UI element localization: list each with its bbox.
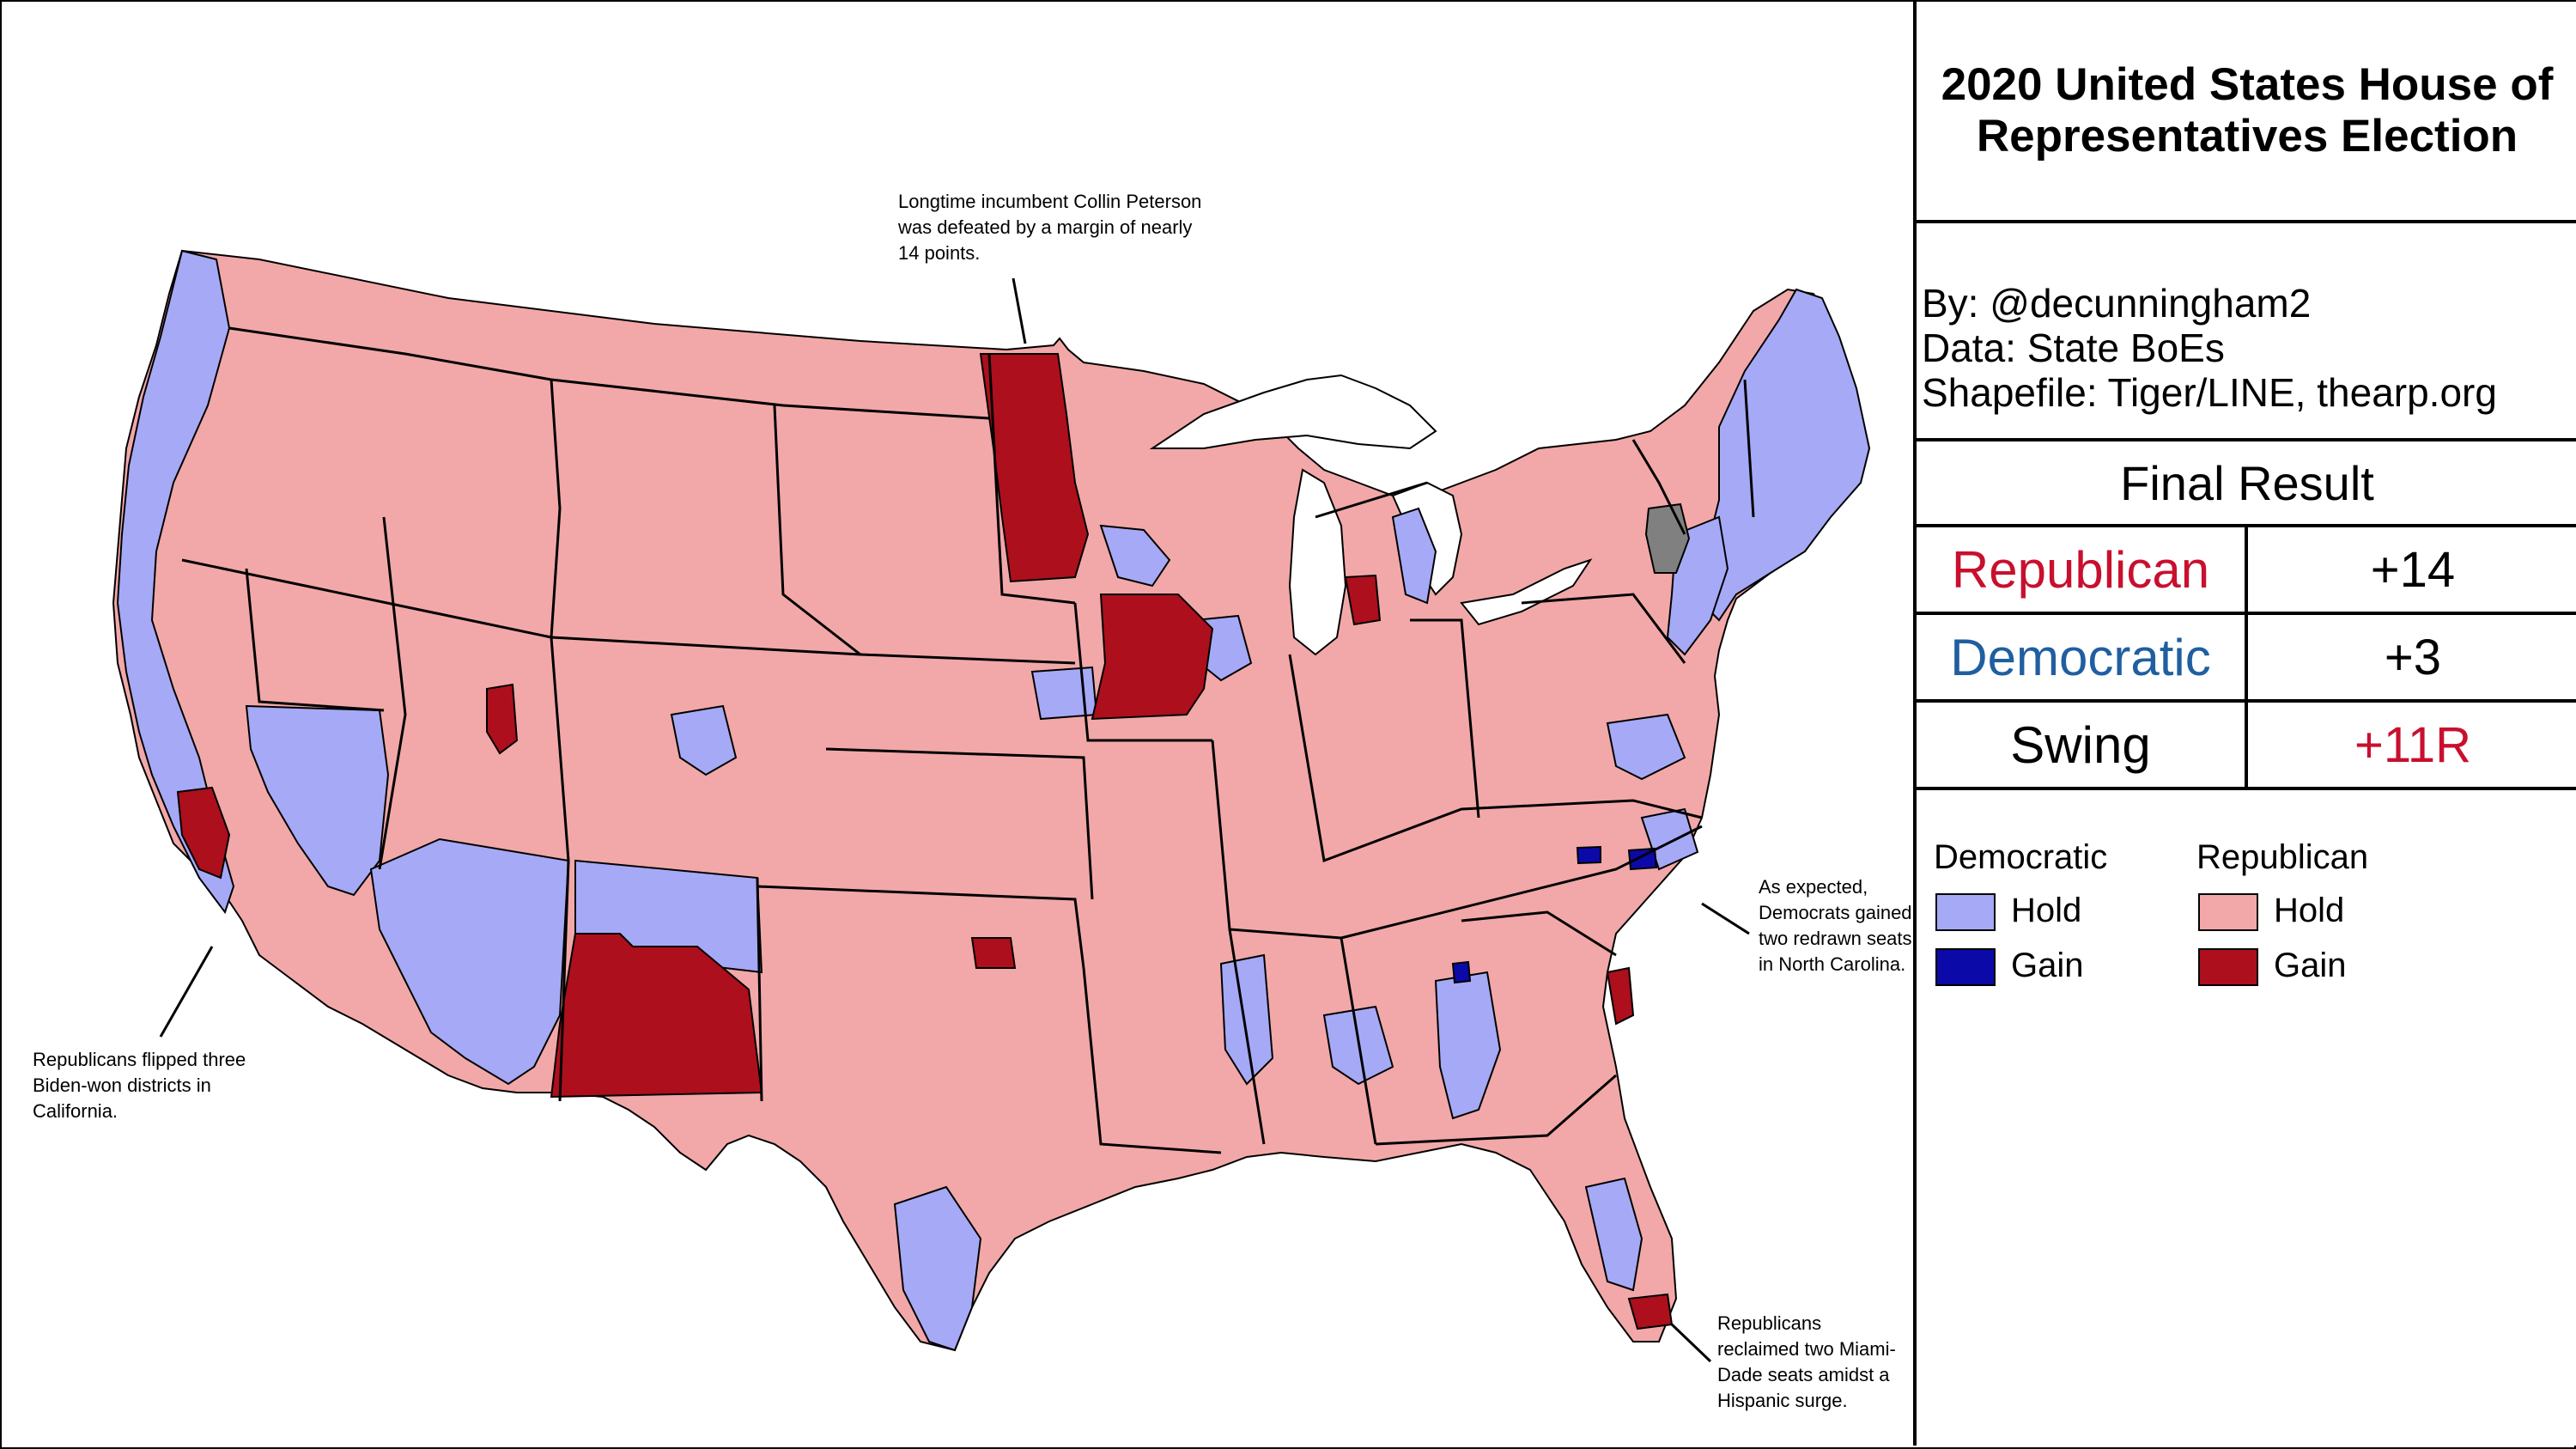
lake-erie [1460, 558, 1593, 626]
dem-hold-regions [116, 249, 1871, 1352]
swing-value: +11R [2354, 716, 2471, 773]
california-rep-gain [176, 786, 231, 880]
legend-republican-heading: Republican [2196, 838, 2369, 876]
dem-gain-swatch [1935, 948, 1996, 986]
georgia-dem-gain [1451, 960, 1472, 984]
miami-annotation: Republicans reclaimed two Miami-Dade sea… [1717, 1312, 1896, 1411]
mississippi-dem [1219, 953, 1274, 1086]
north-carolina-annotation: As expected, Democrats gained two redraw… [1759, 876, 1912, 975]
utah-rep-gain [486, 683, 519, 755]
peterson-annotation: Longtime incumbent Collin Peterson was d… [898, 191, 1202, 264]
rep-hold-label: Hold [2274, 892, 2345, 929]
state-borders [181, 326, 1755, 1154]
rep-gain-label: Gain [2274, 947, 2347, 984]
nevada-dem [245, 704, 390, 897]
virginia-dem [1606, 713, 1686, 781]
minnesota-dem [1099, 524, 1171, 588]
peterson-pointer-line [1012, 277, 1027, 344]
republican-value: +14 [2370, 541, 2456, 598]
legend-democratic-heading: Democratic [1934, 838, 2108, 876]
nc-pointer-line [1701, 902, 1750, 935]
dem-hold-swatch [1935, 893, 1996, 931]
georgia-dem [1434, 971, 1502, 1120]
result-row-democratic: Democratic +3 [1917, 615, 2576, 703]
credits-block: By: @decunningham2 Data: State BoEs Shap… [1917, 223, 2576, 441]
title-block: 2020 United States House of Representati… [1917, 2, 2576, 223]
miami-rep-gain [1627, 1293, 1674, 1330]
map-canvas [112, 249, 1871, 1352]
rep-hold-swatch [2198, 893, 2258, 931]
rep-gain-regions [176, 353, 1674, 1330]
credit-shapefile: Shapefile: Tiger/LINE, thearp.org [1922, 370, 2497, 415]
california-annotation: Republicans flipped three Biden-won dist… [33, 1049, 246, 1122]
iowa-dem [1030, 666, 1098, 721]
new-mexico-rep-gain [550, 933, 763, 1099]
dem-gain-label: Gain [2011, 947, 2084, 984]
california-pointer-line [159, 946, 214, 1038]
oklahoma-rep-gain [970, 937, 1017, 969]
iowa-rep-gain [1091, 594, 1214, 721]
final-result-header: Final Result [1917, 441, 2576, 527]
map-legend: Democratic Republican Hold Gain Hold Gai… [1917, 792, 2576, 1007]
us-house-map: Longtime incumbent Collin Peterson was d… [2, 2, 1913, 1446]
florida-dem [1584, 1177, 1643, 1292]
sidebar-panel: 2020 United States House of Representati… [1913, 2, 2576, 1446]
democratic-value: +3 [2384, 629, 2442, 685]
dem-hold-label: Hold [2011, 892, 2082, 929]
lake-superior [1149, 374, 1437, 450]
credit-author: By: @decunningham2 [1922, 281, 2312, 326]
swing-label: Swing [1917, 703, 2248, 787]
nc-06-dem-gain [1576, 845, 1601, 865]
credit-data-source: Data: State BoEs [1922, 326, 2225, 370]
republican-label: Republican [1917, 527, 2248, 612]
rep-gain-swatch [2198, 948, 2258, 986]
michigan-dem [1391, 507, 1437, 605]
page-title: 2020 United States House of Representati… [1941, 59, 2554, 161]
colorado-dem [670, 704, 738, 776]
west-coast-dem [116, 249, 235, 915]
south-carolina-rep-gain [1606, 966, 1635, 1026]
arizona-dem [369, 837, 570, 1086]
miami-pointer-line [1670, 1323, 1712, 1363]
democratic-label: Democratic [1917, 615, 2248, 699]
south-texas-dem [893, 1185, 982, 1352]
result-row-republican: Republican +14 [1917, 527, 2576, 615]
result-row-swing: Swing +11R [1917, 703, 2576, 790]
mn-07-rep-gain [979, 353, 1090, 583]
lake-michigan [1288, 468, 1347, 656]
michigan-rep-gain [1344, 574, 1382, 626]
final-result-title: Final Result [2120, 455, 2374, 510]
